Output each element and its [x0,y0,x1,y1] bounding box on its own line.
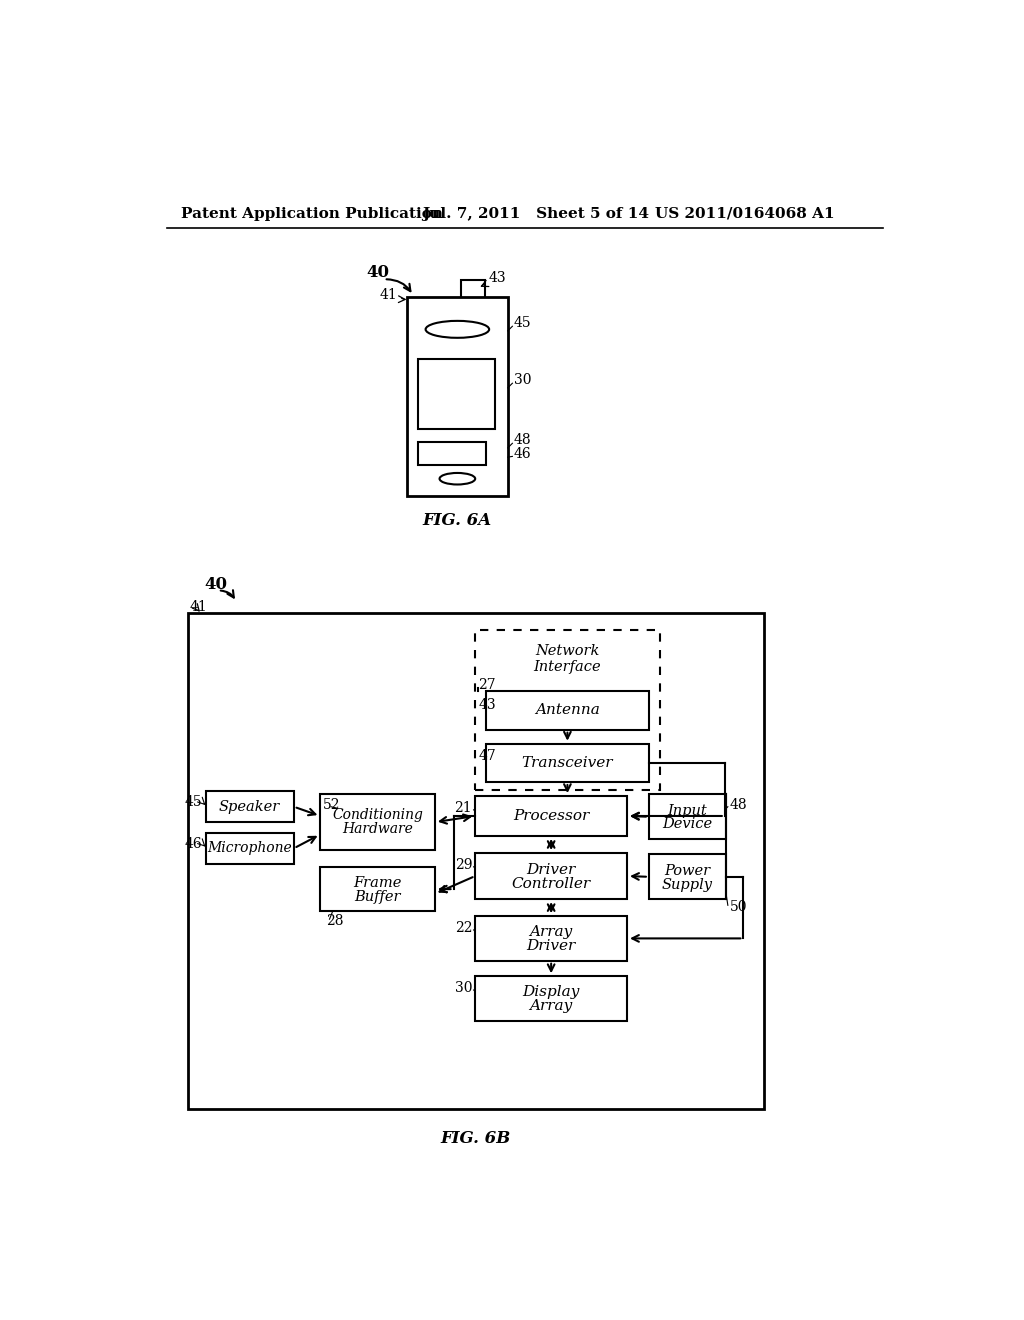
FancyBboxPatch shape [461,280,484,298]
FancyBboxPatch shape [188,612,764,1109]
Text: 40: 40 [204,576,227,593]
FancyBboxPatch shape [475,977,627,1020]
FancyBboxPatch shape [418,442,486,465]
Text: Array: Array [529,999,572,1014]
Text: Speaker: Speaker [219,800,281,813]
Text: 47: 47 [478,748,496,763]
Text: Network: Network [536,644,600,659]
Text: 30: 30 [455,982,472,995]
Text: 22: 22 [455,921,472,936]
Text: 41: 41 [190,599,208,614]
Text: FIG. 6A: FIG. 6A [423,512,492,529]
FancyBboxPatch shape [321,867,435,911]
Text: 29: 29 [455,858,472,873]
FancyBboxPatch shape [475,853,627,899]
Text: 27: 27 [478,678,496,692]
Text: Driver: Driver [526,939,575,953]
Text: 46: 46 [514,447,531,461]
Text: 41: 41 [380,289,397,302]
FancyBboxPatch shape [649,854,726,899]
Text: US 2011/0164068 A1: US 2011/0164068 A1 [655,207,835,220]
Text: Interface: Interface [534,660,601,673]
Text: Power: Power [665,863,711,878]
Text: Buffer: Buffer [354,890,400,904]
Text: 52: 52 [324,799,341,812]
FancyBboxPatch shape [321,795,435,850]
Text: Transceiver: Transceiver [521,756,613,770]
Text: Input: Input [668,804,708,817]
FancyBboxPatch shape [486,692,649,730]
Text: 46: 46 [184,837,203,850]
Text: Driver: Driver [526,863,575,876]
Text: 43: 43 [488,271,506,285]
Text: Antenna: Antenna [535,704,600,718]
FancyBboxPatch shape [418,359,496,429]
FancyBboxPatch shape [407,297,508,496]
Text: 45: 45 [184,795,203,809]
Text: FIG. 6B: FIG. 6B [441,1130,511,1147]
FancyBboxPatch shape [475,916,627,961]
Text: Display: Display [522,985,580,999]
Text: Jul. 7, 2011   Sheet 5 of 14: Jul. 7, 2011 Sheet 5 of 14 [423,207,649,220]
FancyBboxPatch shape [486,743,649,781]
Text: Patent Application Publication: Patent Application Publication [180,207,442,220]
FancyBboxPatch shape [475,630,659,789]
FancyBboxPatch shape [649,795,726,840]
FancyBboxPatch shape [206,792,294,822]
Text: 43: 43 [478,698,496,711]
Text: 48: 48 [514,433,531,447]
Text: Controller: Controller [512,876,591,891]
Text: Supply: Supply [663,878,713,891]
Text: 45: 45 [514,317,531,330]
FancyBboxPatch shape [206,833,294,863]
Text: 21: 21 [455,801,472,816]
Text: Frame: Frame [353,876,401,890]
Ellipse shape [439,473,475,484]
Ellipse shape [426,321,489,338]
Text: Hardware: Hardware [342,822,413,836]
Text: 40: 40 [367,264,390,281]
Text: 30: 30 [514,374,531,387]
Text: 48: 48 [729,799,748,812]
Text: Conditioning: Conditioning [332,808,423,822]
Text: Device: Device [663,817,713,832]
Text: 50: 50 [729,900,746,913]
Text: Array: Array [529,925,572,940]
Text: Processor: Processor [513,809,589,822]
Text: 28: 28 [327,913,344,928]
FancyBboxPatch shape [475,796,627,836]
Text: Microphone: Microphone [207,841,292,855]
